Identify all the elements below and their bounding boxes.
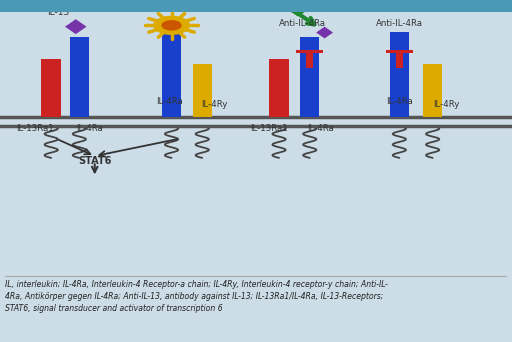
- Text: IL-13Ra1: IL-13Ra1: [250, 124, 288, 133]
- Bar: [396, 53, 403, 68]
- Text: IL-4Ry: IL-4Ry: [433, 100, 459, 109]
- Circle shape: [153, 16, 190, 35]
- Bar: [41, 59, 61, 117]
- Text: IL-4Ra: IL-4Ra: [156, 97, 183, 106]
- Bar: [296, 50, 323, 53]
- Text: IL-13: IL-13: [47, 8, 69, 17]
- Text: IL-4Ra: IL-4Ra: [307, 124, 334, 133]
- Text: Anti-IL-13: Anti-IL-13: [274, 0, 317, 5]
- Bar: [193, 64, 212, 117]
- Bar: [269, 59, 289, 117]
- Bar: [386, 50, 413, 53]
- Text: Anti-IL-4Ra: Anti-IL-4Ra: [279, 19, 326, 28]
- Text: IL, interleukin; IL-4Ra, Interleukin-4 Receptor-a chain; IL-4Ry, Interleukin-4 r: IL, interleukin; IL-4Ra, Interleukin-4 R…: [5, 280, 388, 313]
- Text: Anti-IL-4Ra: Anti-IL-4Ra: [376, 19, 423, 28]
- Bar: [390, 32, 409, 117]
- Polygon shape: [65, 19, 87, 34]
- Text: IL-4Ra: IL-4Ra: [387, 97, 413, 106]
- Bar: [70, 37, 89, 117]
- Text: IL-4Ry: IL-4Ry: [201, 100, 227, 109]
- Text: IL-4Ra: IL-4Ra: [76, 124, 102, 133]
- Bar: [0, 0, 512, 12]
- Bar: [306, 53, 313, 68]
- Bar: [423, 64, 442, 117]
- Bar: [162, 32, 181, 117]
- Text: IL-4: IL-4: [163, 3, 179, 12]
- Text: IL-13Ra1: IL-13Ra1: [16, 124, 54, 133]
- Polygon shape: [316, 27, 333, 38]
- Bar: [300, 37, 319, 117]
- Text: STAT6: STAT6: [78, 156, 112, 166]
- Circle shape: [161, 20, 182, 31]
